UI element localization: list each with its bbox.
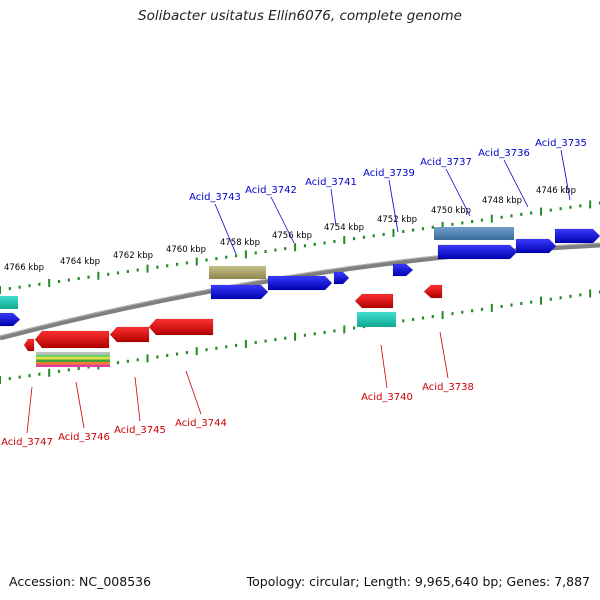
gene-label-leader bbox=[388, 179, 399, 233]
gene-feature-stripe bbox=[36, 354, 110, 357]
scale-label: 4756 kbp bbox=[272, 231, 312, 241]
gene-label: Acid_3746 bbox=[58, 432, 110, 443]
gene-label-leader bbox=[503, 159, 529, 208]
gene-feature-stripe bbox=[36, 352, 110, 355]
gene-label-leader bbox=[26, 386, 33, 434]
gene-arrow-reverse bbox=[34, 330, 110, 349]
gene-feature-stripe bbox=[36, 359, 110, 362]
scale-label: 4752 kbp bbox=[377, 215, 417, 225]
gene-label: Acid_3740 bbox=[361, 392, 413, 403]
scale-label: 4758 kbp bbox=[220, 238, 260, 248]
gene-label: Acid_3735 bbox=[535, 138, 587, 149]
gene-label: Acid_3737 bbox=[420, 157, 472, 168]
gene-label-leader bbox=[439, 331, 449, 379]
gene-label-leader bbox=[330, 188, 337, 227]
scale-label: 4760 kbp bbox=[166, 245, 206, 255]
gene-feature-forward bbox=[209, 266, 266, 279]
gene-label: Acid_3741 bbox=[305, 177, 357, 188]
scale-label: 4746 kbp bbox=[536, 186, 576, 196]
gene-feature-reverse bbox=[357, 312, 396, 327]
gene-arrow-reverse bbox=[23, 338, 35, 352]
gene-label: Acid_3739 bbox=[363, 168, 415, 179]
gene-label: Acid_3744 bbox=[175, 418, 227, 429]
gene-label: Acid_3742 bbox=[245, 185, 297, 196]
gene-arrow-forward bbox=[210, 284, 269, 300]
gene-label-leader bbox=[214, 203, 237, 255]
gene-arrow-forward bbox=[0, 312, 21, 327]
gene-feature-stripe bbox=[36, 357, 110, 360]
scale-label: 4750 kbp bbox=[431, 206, 471, 216]
accession-text: Accession: NC_008536 bbox=[9, 574, 152, 589]
gene-label: Acid_3738 bbox=[422, 382, 474, 393]
gene-label-leader bbox=[445, 168, 471, 217]
gene-arrow-forward bbox=[554, 228, 600, 244]
scale-label: 4766 kbp bbox=[4, 263, 44, 273]
gene-label-leader bbox=[380, 344, 388, 389]
gene-arrow-reverse bbox=[423, 284, 443, 299]
map-title: Solibacter usitatus Ellin6076, complete … bbox=[138, 8, 462, 24]
gene-arrow-reverse bbox=[354, 293, 394, 309]
gene-arrow-reverse bbox=[109, 326, 150, 343]
gene-arrow-forward bbox=[267, 275, 333, 291]
gene-feature-stripe bbox=[36, 364, 110, 367]
gene-label-leader bbox=[185, 370, 202, 415]
gene-arrow-forward bbox=[515, 238, 557, 254]
gene-feature-forward bbox=[0, 296, 18, 309]
gene-label-leader bbox=[134, 376, 141, 422]
gene-feature-stripe bbox=[36, 362, 110, 365]
gene-label: Acid_3736 bbox=[478, 148, 530, 159]
gene-arrow-forward bbox=[333, 271, 350, 285]
gene-label-leader bbox=[75, 381, 85, 429]
scale-label: 4754 kbp bbox=[324, 223, 364, 233]
gene-label-leader bbox=[560, 149, 571, 201]
gene-arrow-forward bbox=[437, 244, 518, 260]
scale-label: 4762 kbp bbox=[113, 251, 153, 261]
gene-label: Acid_3745 bbox=[114, 425, 166, 436]
gene-label-leader bbox=[270, 196, 295, 244]
scale-label: 4764 kbp bbox=[60, 257, 100, 267]
gene-arrow-forward bbox=[392, 263, 414, 277]
scale-label: 4748 kbp bbox=[482, 196, 522, 206]
gene-arrow-reverse bbox=[148, 318, 214, 336]
gene-label: Acid_3743 bbox=[189, 192, 241, 203]
gene-feature-forward bbox=[434, 227, 514, 240]
gene-label: Acid_3747 bbox=[1, 437, 53, 448]
genome-summary: Topology: circular; Length: 9,965,640 bp… bbox=[246, 574, 590, 589]
